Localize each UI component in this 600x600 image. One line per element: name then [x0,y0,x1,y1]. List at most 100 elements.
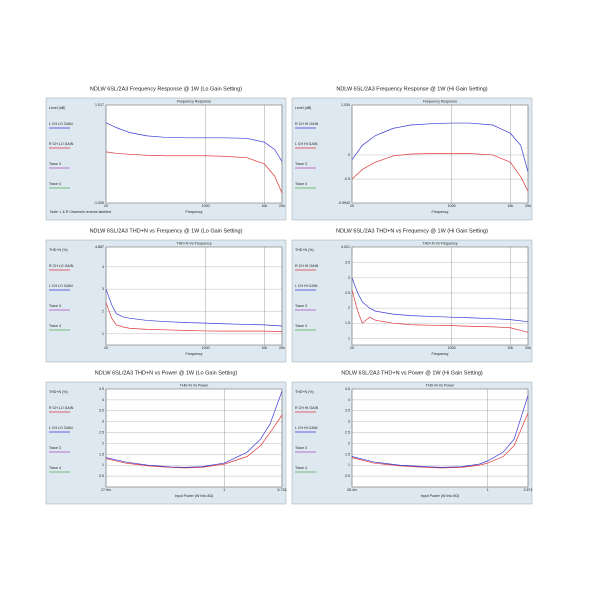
legend-label: L CH LO GAIN [49,122,73,126]
legend-label: Trace 3 [49,162,61,166]
data-line [105,391,283,468]
x-tick-label: 10k [507,346,513,350]
y-tick-label: 1 [102,332,104,336]
y-tick-label: 4 [102,398,104,402]
x-tick-label: 20 [350,204,354,208]
x-axis-label: Frequency [432,352,449,356]
x-tick-label: 20 [104,204,108,208]
y-tick-label: 4.5 [99,387,104,391]
x-axis-label: Frequency [432,210,449,214]
y-tick-label: 4.5 [345,387,350,391]
y-tick-label: 4.021 [341,245,350,249]
legend-label: Trace 4 [49,182,61,186]
x-axis-label: Input Power (W Into 8Ω) [175,494,214,498]
plot-area [351,388,529,488]
y-axis-label: Level (dB) [49,106,65,110]
legend-label: R CH HI GAIN [295,264,319,268]
y-tick-label: 2.5 [345,291,350,295]
y-tick-label: -1.005 [94,201,104,205]
data-line [105,302,283,332]
y-tick-label: 2.5 [345,431,350,435]
data-line [105,289,283,327]
legend-label: Trace 4 [295,182,307,186]
x-tick-label: 5.735 [278,488,287,492]
data-line [105,414,283,469]
chart-title: NDLW 6SL/2A3 THD+N vs Frequency @ 1W (Hi… [336,228,488,234]
x-tick-label: 27.9m [101,488,111,492]
legend-label: R CH LO GAIN [49,264,74,268]
legend-label: Trace 3 [49,446,61,450]
legend-label: Trace 3 [49,304,61,308]
y-tick-label: 1 [348,463,350,467]
x-tick-label: 20 [104,346,108,350]
legend-label: L CH HI GAIN [295,426,318,430]
y-tick-label: 0 [348,153,350,157]
x-tick-label: 2.874 [524,488,533,492]
data-line [351,395,529,468]
legend-label: L CH HI GAIN [295,284,318,288]
x-tick-label: 20k [279,204,285,208]
x-tick-label: 20 [350,346,354,350]
x-tick-label: 1000 [202,204,210,208]
plot-area [105,104,283,204]
y-tick-label: 2 [348,306,350,310]
y-tick-label: 1.034 [341,103,350,107]
y-tick-label: 2 [348,441,350,445]
legend-label: Trace 3 [295,446,307,450]
x-tick-label: 20k [279,346,285,350]
x-tick-label: 10k [507,204,513,208]
y-tick-label: 4 [102,265,104,269]
x-tick-label: 10k [261,346,267,350]
legend-label: R CH HI GAIN [295,122,319,126]
panel-header: THD+N Vs Frequency [422,241,457,245]
y-tick-label: 0.5 [345,474,350,478]
y-axis-label: THD+N (%) [295,248,314,252]
y-tick-label: 1 [348,336,350,340]
legend-label: Trace 3 [295,162,307,166]
y-axis-label: THD+N (%) [49,248,68,252]
y-tick-label: 1.5 [345,452,350,456]
y-tick-label: 3.5 [99,409,104,413]
x-axis-label: Frequency [186,352,203,356]
data-line [351,412,529,469]
y-tick-label: -0.9942 [338,201,350,205]
legend-label: R CH HI GAIN [295,406,319,410]
y-tick-label: 3 [348,420,350,424]
x-axis-label: Frequency [186,210,203,214]
x-tick-label: 1000 [448,346,456,350]
panel-header: Frequency Response [177,99,211,103]
panel-header: THD+N Vs Frequency [176,241,211,245]
plot-area [105,388,283,488]
chart-title: NDLW 6SL/2A3 THD+N vs Frequency @ 1W (Lo… [90,228,243,234]
plot-area [351,246,529,346]
x-tick-label: 1000 [448,204,456,208]
x-tick-label: 1 [487,488,489,492]
data-line [351,289,529,333]
data-line [105,151,283,194]
y-tick-label: 3 [102,287,104,291]
y-tick-label: 3.5 [345,409,350,413]
x-tick-label: 28.4m [347,488,357,492]
y-tick-label: 2.5 [99,431,104,435]
x-tick-label: 1 [223,488,225,492]
note: Note: L & R Channels reverse labelled [50,210,111,214]
y-axis-label: Level (dB) [295,106,311,110]
data-line [105,122,283,162]
panel-header: Frequency Response [423,99,457,103]
x-axis-label: Input Power (W Into 8Ω) [421,494,460,498]
legend-label: Trace 3 [295,304,307,308]
chart-title: NDLW 6SL/2A3 Frequency Response @ 1W (Lo… [90,86,242,92]
y-tick-label: 3.5 [345,261,350,265]
legend-label: L CH HI GAIN [295,142,318,146]
y-tick-label: 3 [102,420,104,424]
y-tick-label: 1.5 [99,452,104,456]
data-line [351,153,529,192]
y-tick-label: 4 [348,398,350,402]
legend-label: Trace 4 [49,466,61,470]
chart-title: NDLW 6SL/2A3 THD+N vs Power @ 1W (Lo Gai… [95,370,238,376]
y-tick-label: 1.5 [345,321,350,325]
x-tick-label: 20k [525,346,531,350]
legend-label: L CH LO GAIN [49,426,73,430]
panel-header: THD+N Vs Power [180,383,209,387]
